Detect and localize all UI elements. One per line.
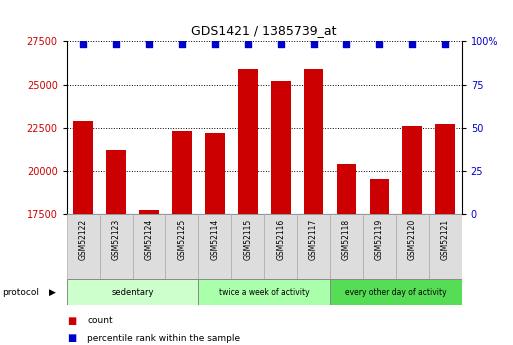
Bar [106, 150, 126, 214]
Text: GSM52117: GSM52117 [309, 219, 318, 260]
Point [342, 41, 350, 47]
Point [441, 41, 449, 47]
Title: GDS1421 / 1385739_at: GDS1421 / 1385739_at [191, 24, 337, 38]
Bar [73, 121, 93, 214]
Bar [199, 279, 330, 305]
Bar [369, 179, 389, 214]
Point [145, 41, 153, 47]
Text: twice a week of activity: twice a week of activity [219, 288, 309, 297]
Text: GSM52125: GSM52125 [177, 219, 186, 260]
Text: GSM52121: GSM52121 [441, 219, 450, 260]
Text: protocol: protocol [3, 288, 40, 297]
Bar [165, 214, 199, 279]
Text: GSM52122: GSM52122 [78, 219, 88, 260]
Bar [67, 279, 199, 305]
Text: GSM52123: GSM52123 [111, 219, 121, 260]
Bar [363, 214, 396, 279]
Bar [271, 81, 290, 214]
Text: GSM52118: GSM52118 [342, 219, 351, 260]
Point [309, 41, 318, 47]
Bar [205, 133, 225, 214]
Text: ■: ■ [67, 333, 76, 343]
Bar [238, 69, 258, 214]
Point [408, 41, 417, 47]
Bar [396, 214, 429, 279]
Bar [139, 210, 159, 214]
Point [244, 41, 252, 47]
Point [112, 41, 120, 47]
Text: GSM52119: GSM52119 [375, 219, 384, 260]
Bar [100, 214, 132, 279]
Point [178, 41, 186, 47]
Text: count: count [87, 316, 113, 325]
Bar [231, 214, 264, 279]
Text: sedentary: sedentary [111, 288, 154, 297]
Text: GSM52120: GSM52120 [408, 219, 417, 260]
Text: percentile rank within the sample: percentile rank within the sample [87, 334, 240, 343]
Bar [337, 164, 357, 214]
Text: ■: ■ [67, 316, 76, 326]
Text: every other day of activity: every other day of activity [345, 288, 447, 297]
Text: GSM52115: GSM52115 [243, 219, 252, 260]
Text: GSM52116: GSM52116 [276, 219, 285, 260]
Point [277, 41, 285, 47]
Bar [330, 279, 462, 305]
Bar [264, 214, 297, 279]
Text: GSM52114: GSM52114 [210, 219, 220, 260]
Bar [330, 214, 363, 279]
Bar [67, 214, 100, 279]
Bar [304, 69, 323, 214]
Bar [132, 214, 165, 279]
Point [376, 41, 384, 47]
Bar [199, 214, 231, 279]
Text: ▶: ▶ [49, 288, 55, 297]
Bar [402, 126, 422, 214]
Bar [297, 214, 330, 279]
Bar [429, 214, 462, 279]
Bar [172, 131, 192, 214]
Point [211, 41, 219, 47]
Bar [436, 124, 455, 214]
Text: GSM52124: GSM52124 [145, 219, 153, 260]
Point [79, 41, 87, 47]
